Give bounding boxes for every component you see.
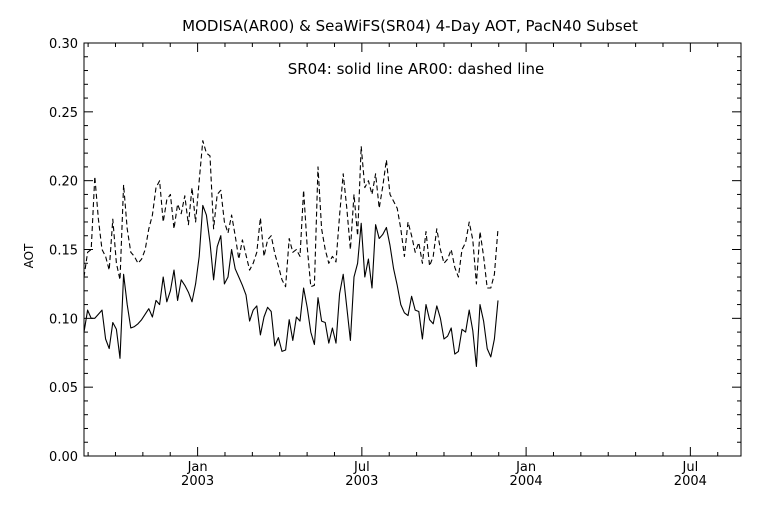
x-tick-label: Jan: [515, 460, 536, 475]
y-tick-label: 0.00: [49, 450, 78, 465]
series-line-sr04: [83, 204, 499, 368]
y-axis: 0.00 0.05 0.10 0.15 0.20 0.25 0.30: [49, 37, 741, 465]
y-axis-label: AOT: [22, 243, 36, 268]
chart-title: MODISA(AR00) & SeaWiFS(SR04) 4-Day AOT, …: [182, 17, 638, 35]
series-line-ar00: [83, 140, 499, 289]
y-tick-label: 0.10: [49, 312, 78, 327]
x-tick-label: Jan: [187, 460, 208, 475]
plot-area-frame: [83, 42, 742, 457]
y-tick-label: 0.05: [49, 381, 78, 396]
y-tick-label: 0.25: [49, 106, 78, 121]
x-tick-label: Jul: [682, 460, 699, 475]
series-layer: [83, 140, 499, 368]
x-tick-sublabel: 2004: [674, 474, 707, 489]
legend-annotation: SR04: solid line AR00: dashed line: [288, 60, 545, 78]
y-tick-label: 0.30: [49, 37, 78, 52]
x-tick-sublabel: 2003: [345, 474, 378, 489]
x-tick-sublabel: 2003: [181, 474, 214, 489]
x-tick-label: Jul: [353, 460, 370, 475]
y-tick-label: 0.15: [49, 244, 78, 259]
x-tick-sublabel: 2004: [510, 474, 543, 489]
y-tick-label: 0.20: [49, 175, 78, 190]
